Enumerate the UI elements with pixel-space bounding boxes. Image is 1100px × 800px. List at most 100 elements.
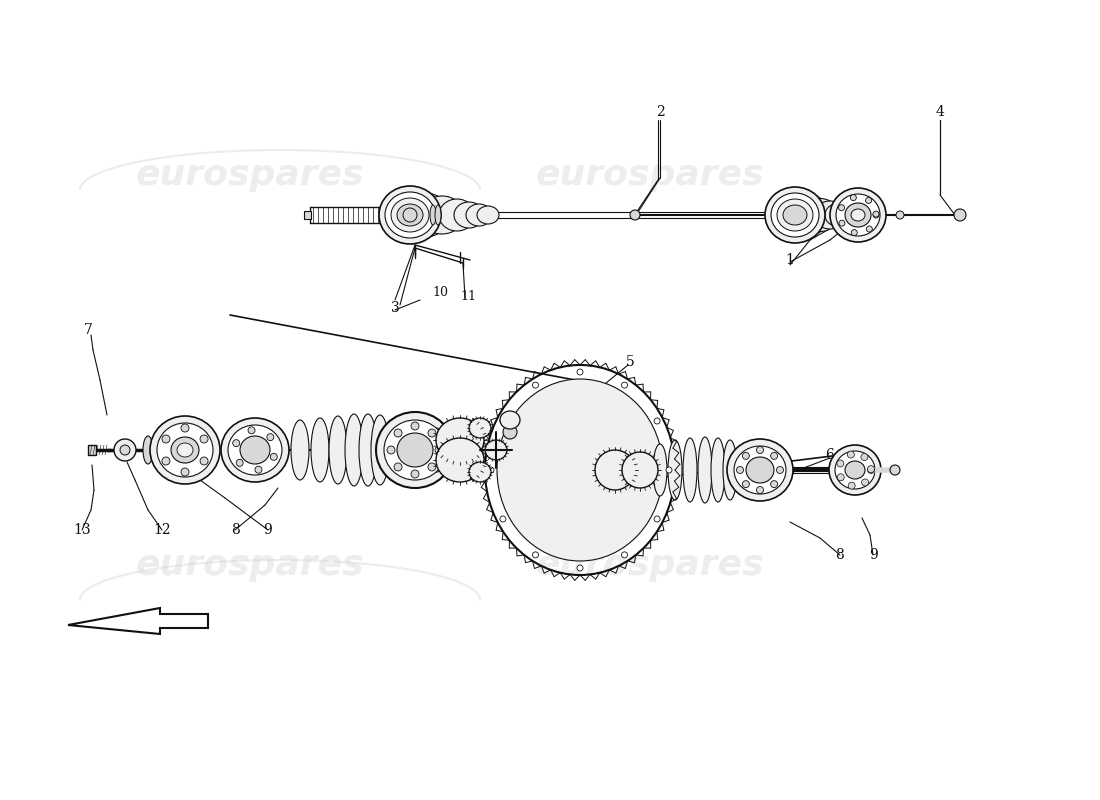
Ellipse shape [698,437,712,503]
Text: eurospares: eurospares [536,548,764,582]
Text: 3: 3 [390,301,399,315]
Text: 8: 8 [836,548,845,562]
Ellipse shape [397,204,424,226]
Circle shape [162,457,169,465]
Ellipse shape [170,437,199,463]
Ellipse shape [842,207,859,223]
Circle shape [847,451,855,458]
Circle shape [757,446,763,454]
Ellipse shape [400,193,450,237]
Ellipse shape [630,210,640,220]
Ellipse shape [439,199,475,231]
Circle shape [621,382,627,388]
Text: 11: 11 [460,290,476,303]
Ellipse shape [376,412,454,488]
Circle shape [233,440,240,446]
Ellipse shape [436,438,484,482]
Ellipse shape [621,452,658,488]
Circle shape [499,418,506,424]
Circle shape [394,429,402,437]
Ellipse shape [734,446,786,494]
Circle shape [271,454,277,460]
Ellipse shape [477,206,499,224]
Circle shape [742,452,749,459]
Ellipse shape [711,438,725,502]
Circle shape [777,466,783,474]
Ellipse shape [833,206,855,225]
Circle shape [737,466,744,474]
Circle shape [394,463,402,471]
Ellipse shape [379,186,441,244]
Ellipse shape [292,420,309,480]
Ellipse shape [683,438,697,502]
Ellipse shape [845,461,865,479]
Ellipse shape [359,414,377,486]
Circle shape [488,467,494,473]
Ellipse shape [384,420,446,480]
Text: 1: 1 [785,253,794,267]
Polygon shape [68,608,208,634]
Circle shape [578,565,583,571]
Text: eurospares: eurospares [536,158,764,192]
Circle shape [838,205,845,210]
Ellipse shape [454,202,484,228]
Circle shape [654,516,660,522]
Ellipse shape [143,436,153,464]
Circle shape [200,435,208,443]
Circle shape [499,516,506,522]
Ellipse shape [390,198,429,232]
Ellipse shape [240,436,270,464]
Ellipse shape [150,416,220,484]
Ellipse shape [814,201,846,229]
Ellipse shape [436,418,484,462]
Circle shape [411,422,419,430]
Ellipse shape [403,208,417,222]
Ellipse shape [746,457,774,483]
Circle shape [861,454,868,461]
Circle shape [839,220,845,226]
Ellipse shape [466,204,492,226]
Text: 10: 10 [432,286,448,298]
Circle shape [182,424,189,432]
Circle shape [757,486,763,494]
Ellipse shape [954,209,966,221]
Circle shape [873,211,879,217]
Circle shape [848,482,855,489]
Circle shape [742,481,749,488]
Circle shape [428,463,436,471]
Text: 9: 9 [869,548,878,562]
Circle shape [771,452,778,459]
Ellipse shape [653,444,667,496]
Ellipse shape [497,379,663,561]
Ellipse shape [503,425,517,439]
Ellipse shape [311,418,329,482]
Ellipse shape [371,415,389,485]
Circle shape [200,457,208,465]
Ellipse shape [177,443,192,457]
Circle shape [866,198,871,203]
Circle shape [267,434,274,441]
Ellipse shape [835,451,874,489]
Circle shape [236,459,243,466]
Ellipse shape [385,192,435,238]
Circle shape [850,194,856,201]
Circle shape [532,382,539,388]
Ellipse shape [329,416,346,484]
Ellipse shape [785,195,830,235]
Circle shape [578,369,583,375]
Circle shape [837,460,844,467]
Ellipse shape [727,439,793,501]
Text: eurospares: eurospares [135,158,364,192]
Ellipse shape [851,209,865,221]
Circle shape [654,418,660,424]
Circle shape [867,226,872,232]
Ellipse shape [896,211,904,219]
Circle shape [248,427,255,434]
Circle shape [434,446,443,454]
Text: 8: 8 [231,523,240,537]
Text: 2: 2 [656,105,664,119]
Text: eurospares: eurospares [135,548,364,582]
Ellipse shape [845,203,871,227]
Circle shape [873,212,879,218]
Circle shape [387,446,395,454]
